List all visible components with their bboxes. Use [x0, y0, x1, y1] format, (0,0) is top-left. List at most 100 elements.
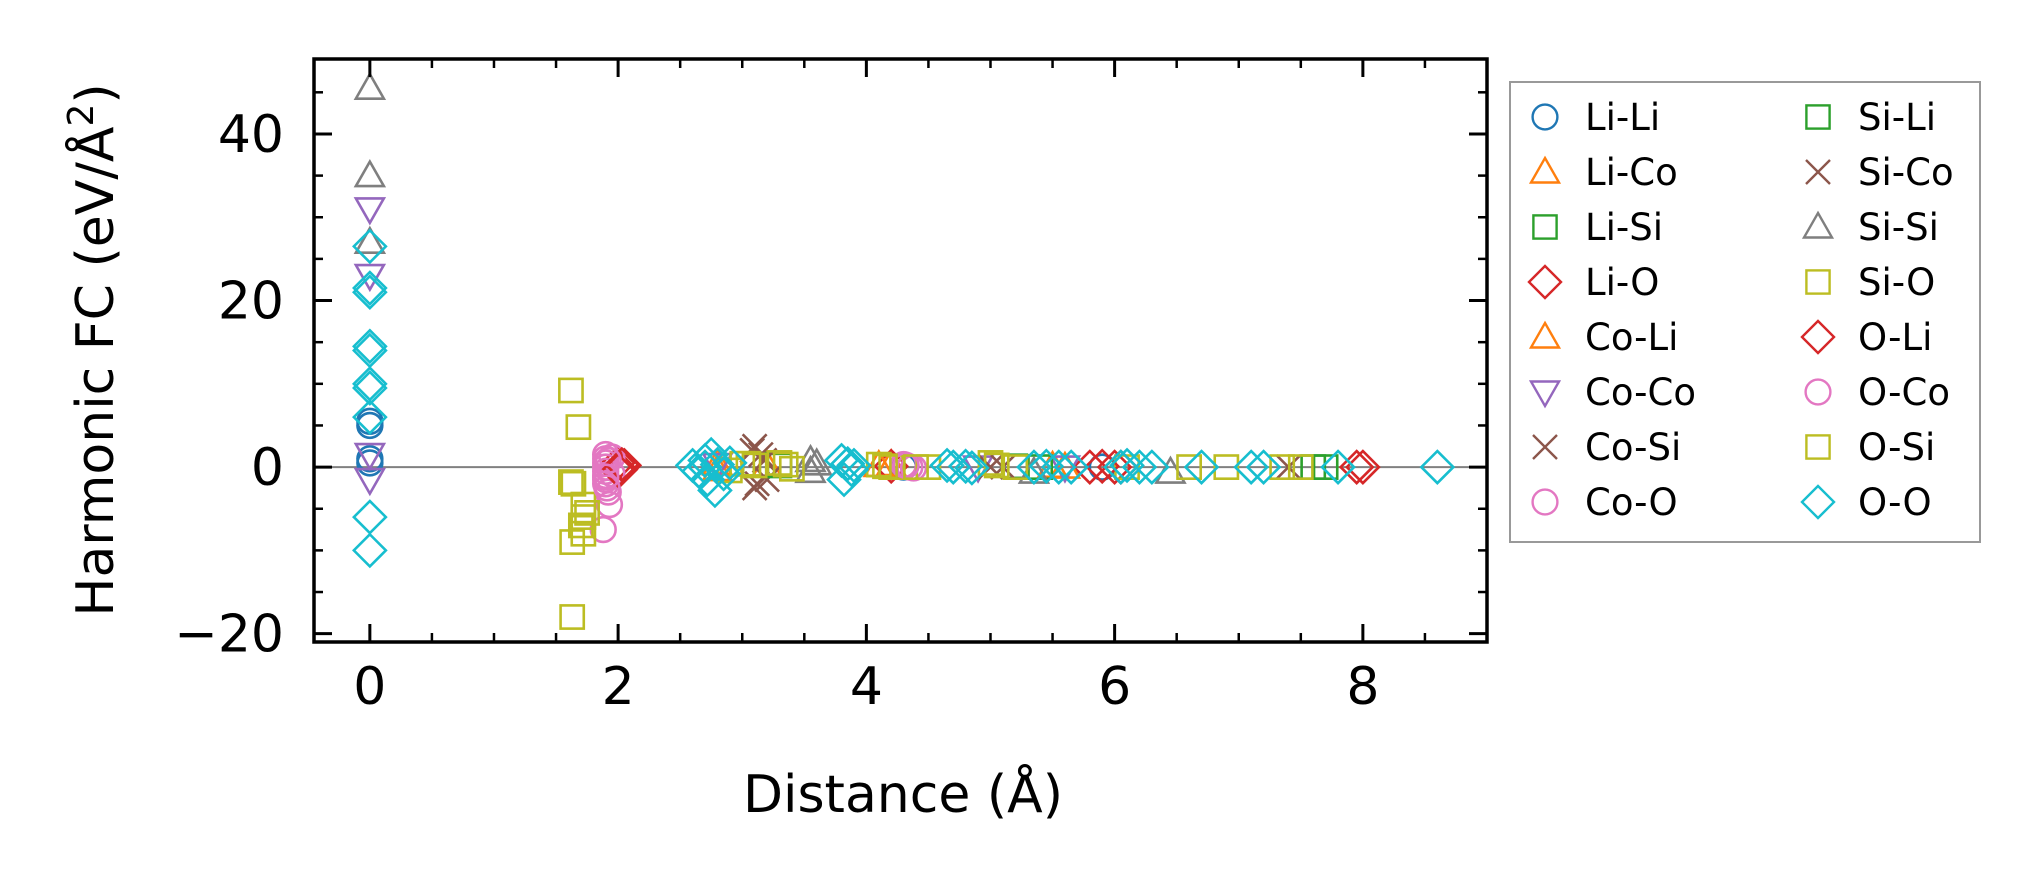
- series-si-o: [558, 377, 1314, 630]
- legend-marker: [1532, 434, 1558, 460]
- legend-entry-si-li: Si-Li: [1805, 96, 1936, 139]
- x-axis-label: Distance (Å): [743, 763, 1063, 825]
- legend-label: Co-Co: [1585, 371, 1696, 414]
- legend-label: Co-Li: [1585, 316, 1678, 359]
- y-tick-label: 20: [218, 272, 284, 332]
- data-point: [1084, 448, 1121, 485]
- legend-label: Li-Li: [1585, 96, 1660, 139]
- legend-entry-co-si: Co-Si: [1532, 426, 1681, 469]
- data-point: [1102, 449, 1139, 485]
- data-point: [591, 463, 620, 491]
- data-point: [1213, 454, 1240, 481]
- series-o-co: [591, 446, 928, 502]
- y-tick-label: 40: [218, 105, 284, 165]
- data-point: [1028, 448, 1065, 485]
- legend-entry-o-li: O-Li: [1800, 316, 1932, 359]
- data-point: [947, 448, 984, 485]
- y-tick-label: −20: [174, 605, 284, 665]
- legend-entry-o-o: O-O: [1800, 481, 1932, 524]
- legend-marker: [1804, 378, 1832, 406]
- legend-marker: [1531, 103, 1559, 131]
- data-point: [353, 467, 387, 497]
- data-point: [1002, 454, 1029, 481]
- legend-marker: [1531, 488, 1559, 516]
- legend-marker: [1527, 264, 1563, 300]
- data-point: [1419, 449, 1456, 485]
- legend-marker: [1805, 159, 1831, 185]
- legend-entry-o-si: O-Si: [1805, 426, 1935, 469]
- data-point: [1109, 447, 1145, 484]
- data-point: [593, 474, 621, 502]
- legend-label: O-Si: [1858, 426, 1935, 469]
- legend-label: O-Co: [1858, 371, 1950, 414]
- series-li-li: [356, 407, 1116, 481]
- legend-label: Si-Co: [1858, 151, 1954, 194]
- data-point: [353, 71, 387, 100]
- data-point: [1183, 449, 1220, 485]
- legend-marker: [1528, 320, 1562, 349]
- data-point: [829, 445, 866, 482]
- data-point: [1040, 449, 1077, 485]
- legend-marker: [1528, 155, 1562, 184]
- data-point: [1071, 449, 1108, 485]
- legend-frame: [1509, 81, 1981, 543]
- legend-label: O-O: [1858, 481, 1932, 524]
- legend-label: Co-Si: [1585, 426, 1681, 469]
- data-point: [1269, 454, 1296, 481]
- data-point: [699, 446, 736, 483]
- data-point: [1345, 449, 1381, 485]
- data-point: [735, 450, 762, 477]
- x-tick-label: 2: [602, 657, 635, 717]
- legend-label: Li-Co: [1585, 151, 1678, 194]
- data-point: [1096, 449, 1133, 485]
- data-point: [352, 274, 388, 311]
- legend-marker: [1801, 210, 1835, 239]
- legend-label: Si-Li: [1858, 96, 1936, 139]
- legend-label: Si-Si: [1858, 206, 1939, 249]
- x-tick-label: 8: [1346, 657, 1379, 717]
- data-point: [353, 158, 387, 188]
- data-point: [1176, 454, 1202, 481]
- legend-entry-si-co: Si-Co: [1805, 151, 1954, 194]
- data-point: [1233, 449, 1269, 485]
- data-point: [352, 532, 388, 569]
- legend-entry-li-co: Li-Co: [1528, 151, 1678, 194]
- x-tick-label: 4: [850, 657, 883, 717]
- data-point: [1016, 449, 1052, 485]
- legend-label: Co-O: [1585, 481, 1678, 524]
- legend-marker: [1805, 104, 1831, 130]
- legend-label: Li-Si: [1585, 206, 1663, 249]
- series-si-si: [353, 71, 1187, 484]
- legend-entry-li-si: Li-Si: [1532, 206, 1663, 249]
- legend-label: Si-O: [1858, 261, 1935, 304]
- data-point: [705, 455, 742, 492]
- data-point: [872, 453, 898, 480]
- data-point: [560, 470, 587, 497]
- data-point: [352, 499, 388, 535]
- legend-marker: [1532, 214, 1558, 240]
- data-point: [559, 604, 586, 630]
- legend-entry-o-co: O-Co: [1804, 371, 1950, 414]
- data-point: [1312, 454, 1339, 481]
- legend-entry-li-o: Li-O: [1527, 261, 1659, 304]
- data-point: [711, 445, 748, 481]
- data-point: [1338, 449, 1375, 485]
- data-point: [574, 500, 600, 526]
- data-point: [697, 472, 733, 509]
- data-point: [687, 449, 723, 485]
- data-point: [1053, 449, 1090, 485]
- legend-marker: [1528, 380, 1562, 409]
- legend-label: Li-O: [1585, 261, 1659, 304]
- data-point: [353, 225, 387, 255]
- x-tick-label: 0: [353, 657, 386, 717]
- y-tick-label: 0: [251, 438, 284, 498]
- data-point: [559, 529, 586, 555]
- data-point: [603, 446, 640, 483]
- legend-entry-si-o: Si-O: [1805, 261, 1935, 304]
- data-point: [1134, 449, 1170, 485]
- data-point: [352, 328, 388, 365]
- y-axis-label: Harmonic FC (eV/Å2): [61, 83, 126, 616]
- legend-entry-li-li: Li-Li: [1531, 96, 1660, 139]
- data-point: [1320, 449, 1356, 485]
